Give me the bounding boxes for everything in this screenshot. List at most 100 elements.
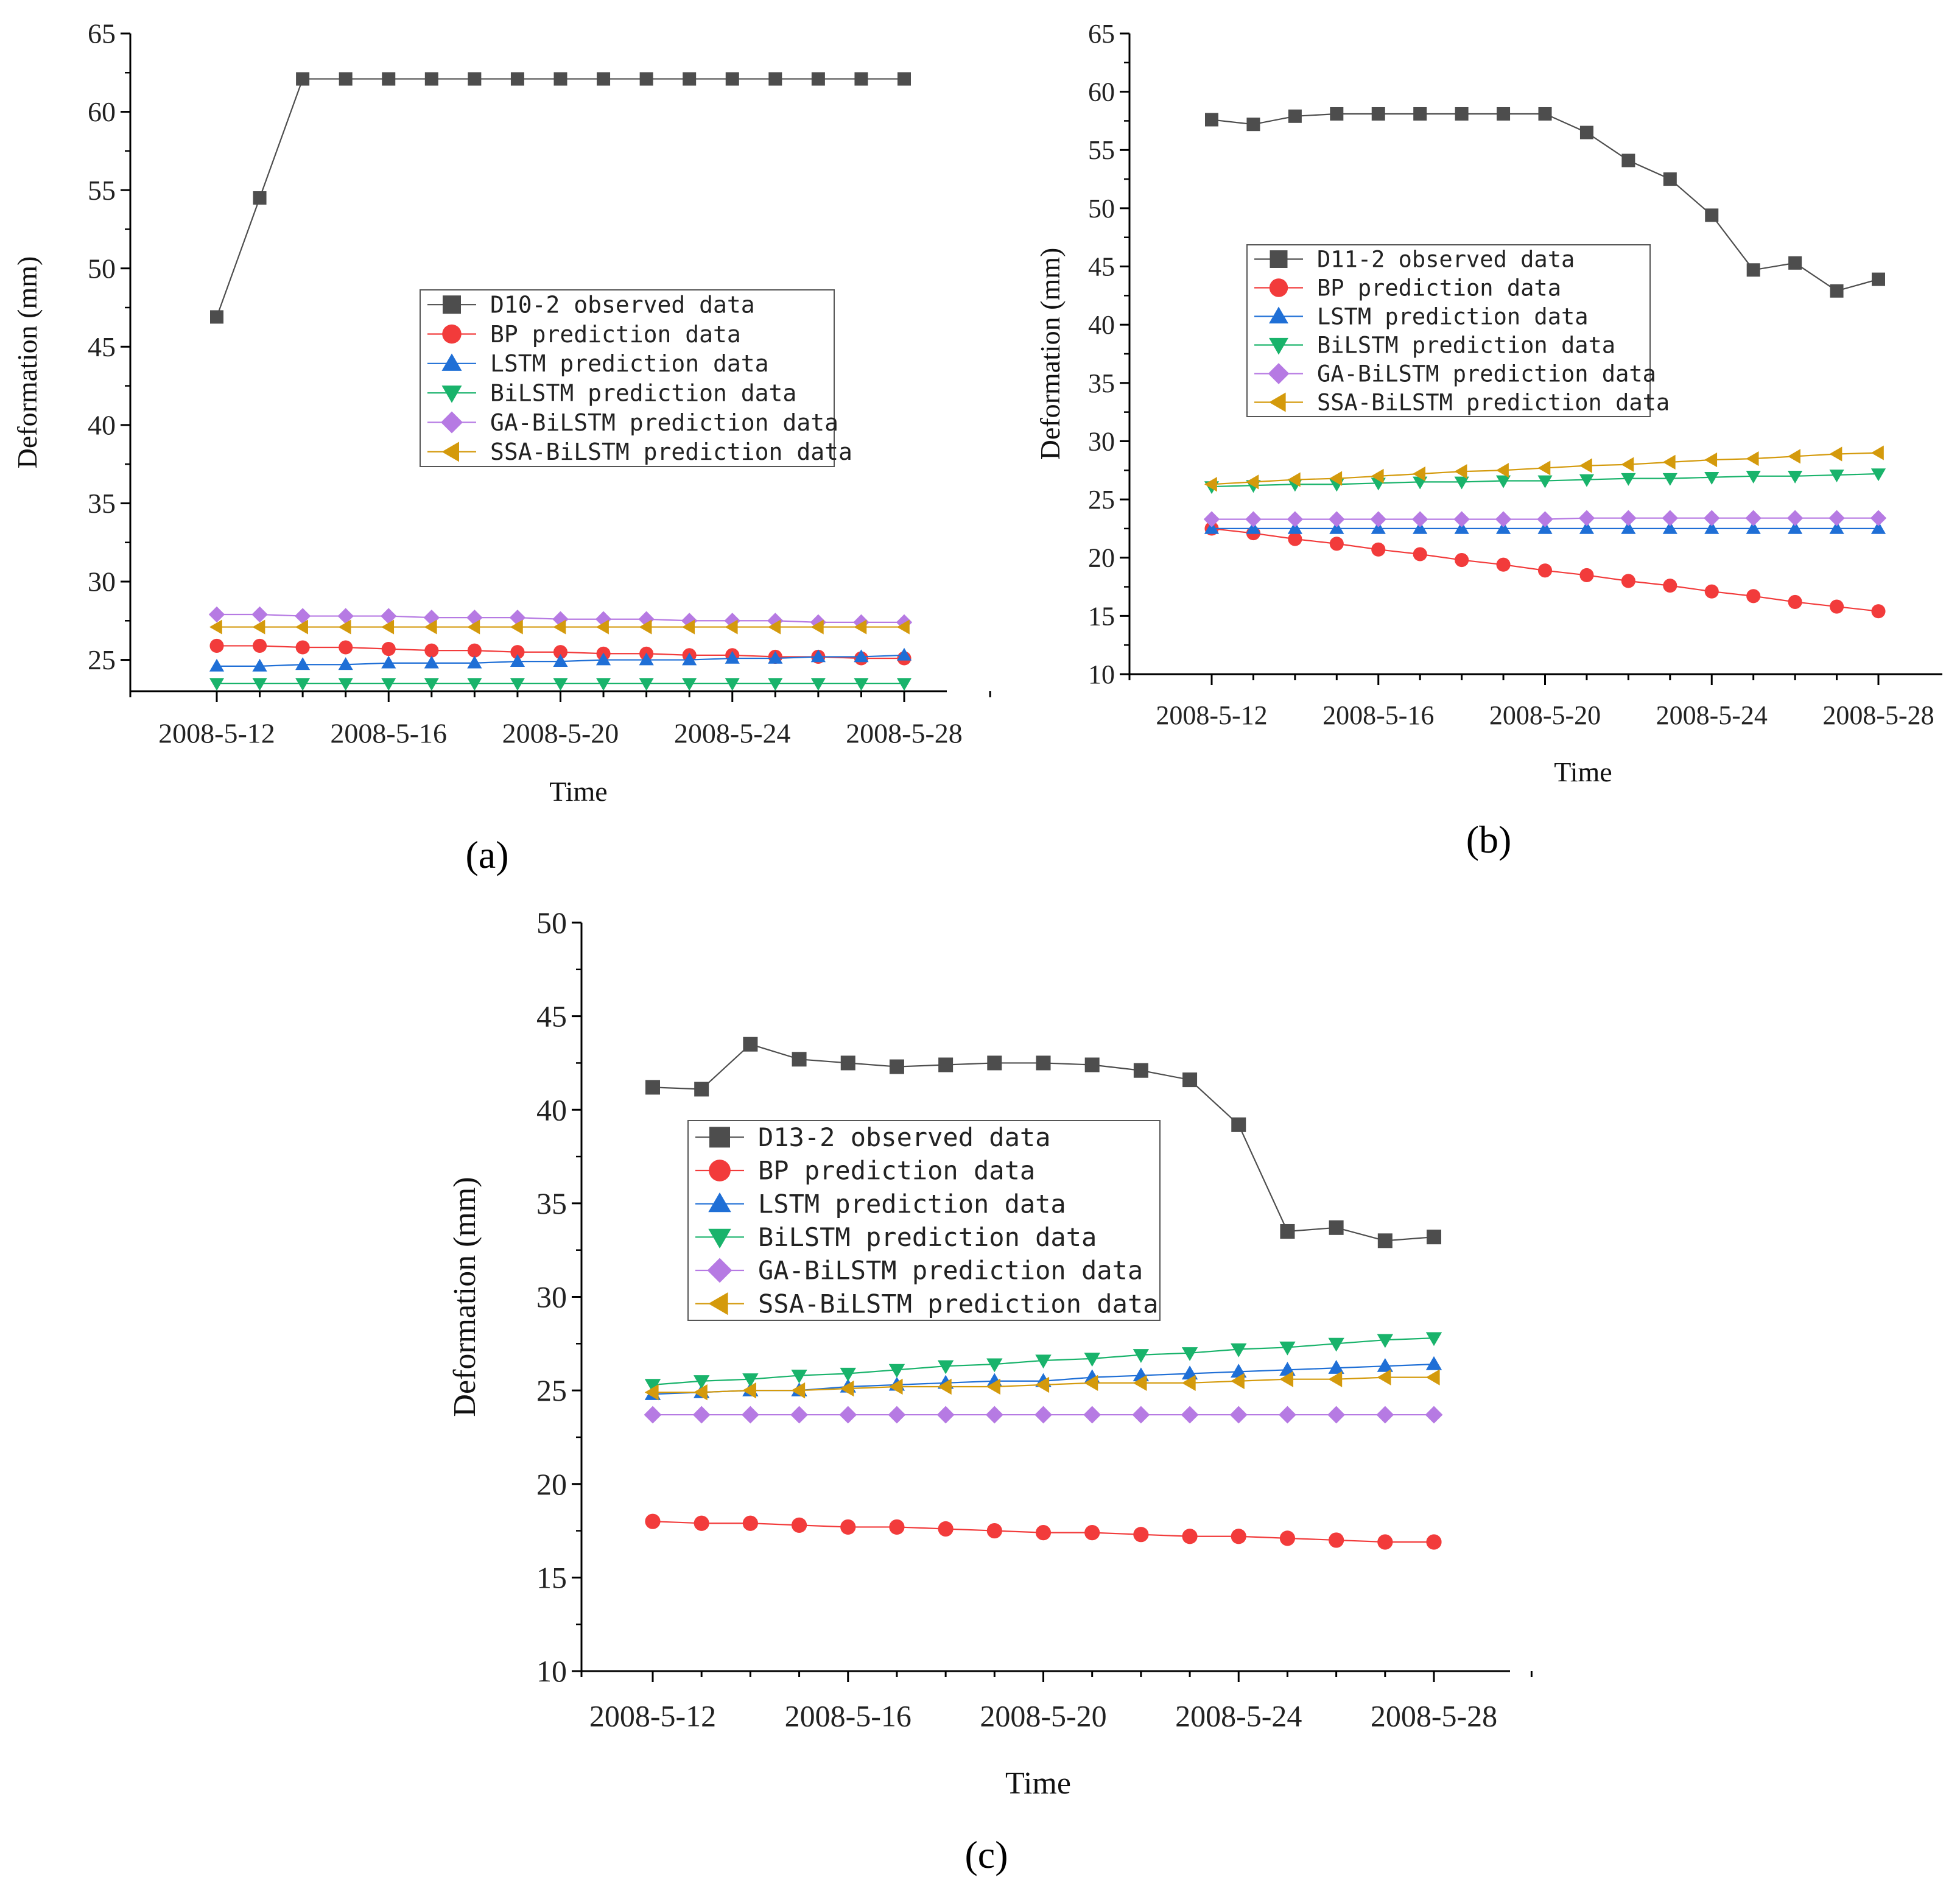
- data-point-ga_bilstm: [1370, 511, 1386, 527]
- data-point-lstm: [1413, 521, 1428, 534]
- data-point-bp: [1182, 1529, 1198, 1544]
- data-point-ga_bilstm: [936, 1406, 955, 1424]
- data-point-bilstm: [1035, 1354, 1052, 1369]
- legend-label: LSTM prediction data: [1317, 303, 1589, 329]
- legend-marker-lstm: [441, 353, 462, 371]
- data-point-observed: [1182, 1072, 1198, 1088]
- data-point-ga_bilstm: [1034, 1406, 1052, 1424]
- y-tick-label: 10: [536, 1654, 567, 1688]
- y-tick-label: 35: [1088, 368, 1115, 398]
- data-point-bp: [467, 643, 482, 658]
- data-point-ga_bilstm: [381, 608, 397, 624]
- y-tick-label: 45: [88, 331, 116, 362]
- data-point-ssa_bilstm: [1537, 460, 1551, 476]
- data-point-ga_bilstm: [1537, 511, 1553, 527]
- data-point-bilstm: [937, 1360, 954, 1375]
- data-point-bp: [1329, 1532, 1344, 1548]
- data-point-lstm: [1746, 521, 1761, 534]
- data-point-lstm: [1204, 521, 1220, 534]
- data-point-ssa_bilstm: [742, 1382, 756, 1399]
- data-point-lstm: [639, 652, 654, 666]
- data-point-observed: [768, 72, 782, 86]
- data-point-lstm: [1246, 521, 1261, 534]
- data-point-ga_bilstm: [1287, 511, 1304, 527]
- data-point-observed: [1231, 1117, 1246, 1132]
- y-tick-label: 50: [1088, 194, 1115, 224]
- legend-label: SSA-BiLSTM prediction data: [1317, 389, 1670, 415]
- data-point-observed: [1329, 1220, 1344, 1235]
- data-point-ga_bilstm: [1786, 510, 1804, 526]
- x-tick-label: 2008-5-24: [1656, 700, 1768, 730]
- legend-marker-ga_bilstm: [1268, 363, 1290, 384]
- data-point-bp: [742, 1515, 758, 1531]
- data-point-observed: [296, 72, 310, 86]
- legend-marker-bp: [709, 1160, 731, 1181]
- data-point-observed: [1280, 1223, 1295, 1239]
- data-point-lstm: [424, 655, 439, 669]
- data-point-ssa_bilstm: [986, 1378, 1000, 1395]
- legend-marker-bp: [442, 324, 462, 344]
- data-point-lstm: [854, 649, 869, 663]
- data-point-ga_bilstm: [1229, 1406, 1248, 1424]
- data-point-ssa_bilstm: [1035, 1376, 1050, 1393]
- data-point-observed: [683, 72, 697, 86]
- data-point-observed: [1246, 118, 1260, 132]
- data-point-bilstm: [1621, 473, 1636, 486]
- series-ga_bilstm: [644, 1406, 1443, 1424]
- legend-label: BP prediction data: [1317, 275, 1561, 301]
- data-point-ssa_bilstm: [888, 1378, 903, 1395]
- data-point-ga_bilstm: [1279, 1406, 1296, 1424]
- data-point-observed: [1579, 125, 1593, 139]
- data-point-lstm: [1537, 521, 1553, 534]
- y-tick-label: 35: [536, 1186, 567, 1220]
- legend-marker-bilstm: [441, 385, 462, 403]
- y-tick-label: 40: [1088, 310, 1115, 340]
- legend-marker-lstm: [708, 1192, 731, 1213]
- legend-label: SSA-BiLSTM prediction data: [758, 1289, 1158, 1318]
- data-point-bp: [339, 640, 353, 655]
- y-tick-label: 20: [1088, 543, 1115, 573]
- data-point-lstm: [595, 652, 611, 666]
- data-point-ssa_bilstm: [1246, 474, 1259, 490]
- data-point-bilstm: [1870, 468, 1886, 482]
- data-point-ga_bilstm: [644, 1406, 662, 1424]
- legend-marker-ssa_bilstm: [708, 1292, 728, 1315]
- legend-label: BP prediction data: [758, 1156, 1035, 1186]
- data-point-bp: [553, 645, 568, 660]
- y-tick-label: 60: [1088, 77, 1115, 107]
- data-point-ssa_bilstm: [644, 1384, 659, 1401]
- legend-marker-bilstm: [1269, 337, 1288, 355]
- data-point-ssa_bilstm: [840, 1380, 854, 1397]
- x-tick-label: 2008-5-20: [980, 1699, 1106, 1733]
- data-point-ssa_bilstm: [791, 1382, 806, 1399]
- data-point-bilstm: [1788, 471, 1803, 484]
- y-tick-label: 25: [536, 1373, 567, 1407]
- data-point-bilstm: [896, 678, 912, 691]
- data-point-observed: [854, 72, 868, 86]
- data-point-bp: [510, 645, 525, 660]
- data-point-lstm: [1662, 521, 1677, 534]
- chart-panel-a: 25 30 35 40 45 50 55 60 65 2008-5-12 2008-5-16 2008…: [12, 18, 991, 876]
- chart-panel-b: 10 15 20 25 30 35 40 45 50 55 60 65 2008-5-12 2008-5-…: [1034, 19, 1942, 861]
- legend-label: LSTM prediction data: [758, 1189, 1066, 1219]
- series-ga_bilstm: [1203, 510, 1887, 527]
- data-point-ssa_bilstm: [467, 619, 480, 635]
- data-point-ssa_bilstm: [639, 619, 652, 635]
- data-point-bilstm: [1579, 474, 1595, 487]
- data-point-lstm: [1329, 521, 1344, 534]
- y-tick-label: 15: [536, 1560, 567, 1594]
- y-axis-title: Deformation (mm): [1034, 248, 1066, 460]
- data-point-ssa_bilstm: [1287, 472, 1301, 487]
- legend-marker-lstm: [1269, 306, 1288, 324]
- data-point-ga_bilstm: [692, 1406, 711, 1424]
- data-point-bilstm: [1704, 471, 1719, 485]
- data-point-ga_bilstm: [790, 1406, 808, 1424]
- data-point-bp: [1496, 557, 1511, 572]
- data-point-observed: [1133, 1063, 1148, 1078]
- legend-label: LSTM prediction data: [490, 350, 769, 377]
- y-tick-label: 60: [88, 96, 116, 127]
- series-bilstm: [1204, 468, 1886, 495]
- data-point-ssa_bilstm: [1279, 1371, 1294, 1387]
- data-point-observed: [1663, 172, 1677, 186]
- data-point-ssa_bilstm: [1377, 1369, 1391, 1385]
